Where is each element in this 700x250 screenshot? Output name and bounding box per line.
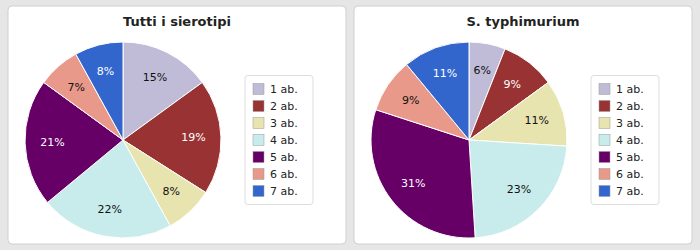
chart-title: Tutti i sierotipi xyxy=(123,14,231,29)
legend-swatch xyxy=(253,135,264,146)
legend-swatch xyxy=(253,186,264,197)
legend-swatch xyxy=(599,84,610,95)
pie-slice xyxy=(407,42,469,140)
legend-swatch xyxy=(599,169,610,180)
data-label: 8% xyxy=(97,65,114,78)
data-label: 23% xyxy=(507,183,531,196)
legend-swatch xyxy=(599,186,610,197)
data-label: 11% xyxy=(525,114,549,127)
legend-swatch xyxy=(599,135,610,146)
legend-label: 1 ab. xyxy=(270,83,298,96)
legend-label: 2 ab. xyxy=(270,100,298,113)
legend-swatch xyxy=(253,84,264,95)
pie-panel: S. typhimurium 6% 9% 11% 23% 31% 9% 11% 1 ab. 2 a… xyxy=(354,6,692,244)
data-labels: 15% 19% 8% 22% 21% 7% 8% xyxy=(40,65,206,216)
pie-slice xyxy=(469,140,567,238)
pie-panel: Tutti i sierotipi 15% 19% 8% 22% 21% 7% 8% 1 ab.… xyxy=(8,6,346,244)
legend-swatch xyxy=(599,152,610,163)
legend-label: 3 ab. xyxy=(270,117,298,130)
legend-label: 7 ab. xyxy=(270,185,298,198)
legend-frame xyxy=(245,76,313,205)
data-labels: 6% 9% 11% 23% 31% 9% 11% xyxy=(401,64,549,196)
legend-label: 6 ab. xyxy=(270,168,298,181)
legend-label: 5 ab. xyxy=(616,151,644,164)
legend-label: 2 ab. xyxy=(616,100,644,113)
data-label: 8% xyxy=(163,185,180,198)
legend-label: 3 ab. xyxy=(616,117,644,130)
legend-label: 7 ab. xyxy=(616,185,644,198)
chart-root: Tutti i sierotipi 15% 19% 8% 22% 21% 7% 8% 1 ab.… xyxy=(0,0,700,250)
pie-slice xyxy=(469,82,567,146)
legend: 1 ab. 2 ab. 3 ab. 4 ab. 5 ab. 6 ab. 7 ab. xyxy=(591,76,659,205)
legend-swatch xyxy=(599,118,610,129)
panel-background xyxy=(8,6,346,244)
data-label: 19% xyxy=(181,131,205,144)
legend-label: 4 ab. xyxy=(616,134,644,147)
legend: 1 ab. 2 ab. 3 ab. 4 ab. 5 ab. 6 ab. 7 ab. xyxy=(245,76,313,205)
slices xyxy=(371,42,567,238)
legend-frame xyxy=(591,76,659,205)
legend-swatch xyxy=(253,169,264,180)
legend-swatch xyxy=(253,118,264,129)
data-label: 6% xyxy=(473,64,490,77)
legend-swatch xyxy=(253,152,264,163)
data-label: 21% xyxy=(40,136,64,149)
panel-background xyxy=(354,6,692,244)
data-label: 31% xyxy=(401,177,425,190)
data-label: 15% xyxy=(143,71,167,84)
data-label: 9% xyxy=(504,78,521,91)
legend-label: 1 ab. xyxy=(616,83,644,96)
data-label: 22% xyxy=(98,203,122,216)
legend-label: 4 ab. xyxy=(270,134,298,147)
slices xyxy=(25,42,221,238)
chart-title: S. typhimurium xyxy=(466,14,579,29)
legend-label: 6 ab. xyxy=(616,168,644,181)
legend-swatch xyxy=(599,101,610,112)
data-label: 7% xyxy=(68,81,85,94)
data-label: 9% xyxy=(402,94,419,107)
legend-swatch xyxy=(253,101,264,112)
legend-label: 5 ab. xyxy=(270,151,298,164)
data-label: 11% xyxy=(433,67,457,80)
